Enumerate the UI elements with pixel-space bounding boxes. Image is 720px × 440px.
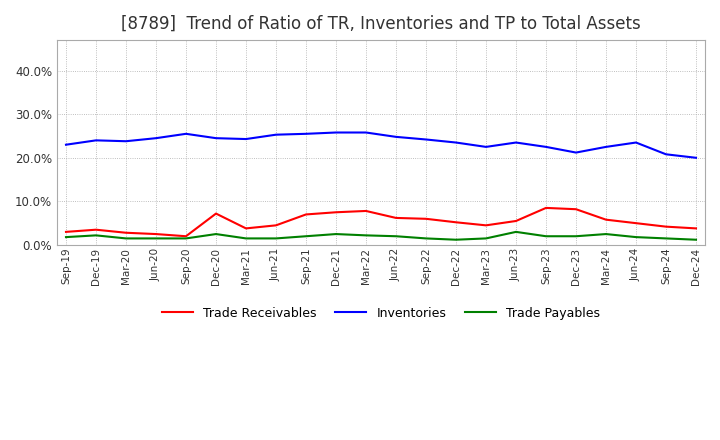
Trade Payables — [152, 236, 161, 241]
Trade Receivables — [242, 226, 251, 231]
Trade Receivables — [271, 223, 280, 228]
Trade Payables — [631, 235, 640, 240]
Inventories — [541, 144, 550, 150]
Trade Payables — [572, 234, 580, 239]
Inventories — [361, 130, 370, 135]
Inventories — [482, 144, 490, 150]
Inventories — [422, 137, 431, 142]
Inventories — [392, 134, 400, 139]
Trade Receivables — [692, 226, 701, 231]
Inventories — [271, 132, 280, 137]
Trade Receivables — [91, 227, 100, 232]
Trade Receivables — [482, 223, 490, 228]
Inventories — [242, 136, 251, 142]
Inventories — [122, 139, 130, 144]
Trade Payables — [361, 233, 370, 238]
Trade Receivables — [541, 205, 550, 211]
Trade Payables — [181, 236, 190, 241]
Inventories — [662, 152, 670, 157]
Line: Inventories: Inventories — [66, 132, 696, 158]
Trade Payables — [482, 236, 490, 241]
Trade Receivables — [602, 217, 611, 222]
Trade Payables — [122, 236, 130, 241]
Inventories — [572, 150, 580, 155]
Inventories — [451, 140, 460, 145]
Inventories — [302, 131, 310, 136]
Legend: Trade Receivables, Inventories, Trade Payables: Trade Receivables, Inventories, Trade Pa… — [157, 302, 606, 325]
Trade Receivables — [451, 220, 460, 225]
Inventories — [62, 142, 71, 147]
Inventories — [181, 131, 190, 136]
Trade Receivables — [631, 220, 640, 226]
Line: Trade Payables: Trade Payables — [66, 232, 696, 240]
Trade Payables — [692, 237, 701, 242]
Trade Receivables — [62, 229, 71, 235]
Trade Payables — [662, 236, 670, 241]
Title: [8789]  Trend of Ratio of TR, Inventories and TP to Total Assets: [8789] Trend of Ratio of TR, Inventories… — [121, 15, 641, 33]
Trade Receivables — [302, 212, 310, 217]
Trade Payables — [541, 234, 550, 239]
Inventories — [332, 130, 341, 135]
Trade Receivables — [422, 216, 431, 221]
Trade Receivables — [332, 209, 341, 215]
Trade Payables — [212, 231, 220, 237]
Inventories — [512, 140, 521, 145]
Trade Receivables — [212, 211, 220, 216]
Trade Payables — [422, 236, 431, 241]
Trade Payables — [451, 237, 460, 242]
Inventories — [212, 136, 220, 141]
Trade Payables — [242, 236, 251, 241]
Trade Receivables — [122, 230, 130, 235]
Trade Receivables — [512, 218, 521, 224]
Inventories — [692, 155, 701, 161]
Trade Payables — [392, 234, 400, 239]
Trade Payables — [332, 231, 341, 237]
Trade Receivables — [152, 231, 161, 237]
Trade Receivables — [181, 234, 190, 239]
Trade Receivables — [662, 224, 670, 229]
Inventories — [91, 138, 100, 143]
Trade Payables — [271, 236, 280, 241]
Trade Payables — [302, 234, 310, 239]
Line: Trade Receivables: Trade Receivables — [66, 208, 696, 236]
Trade Payables — [62, 235, 71, 240]
Trade Payables — [91, 233, 100, 238]
Trade Payables — [602, 231, 611, 237]
Trade Receivables — [361, 208, 370, 213]
Inventories — [631, 140, 640, 145]
Trade Receivables — [392, 215, 400, 220]
Trade Receivables — [572, 206, 580, 212]
Inventories — [602, 144, 611, 150]
Trade Payables — [512, 229, 521, 235]
Inventories — [152, 136, 161, 141]
